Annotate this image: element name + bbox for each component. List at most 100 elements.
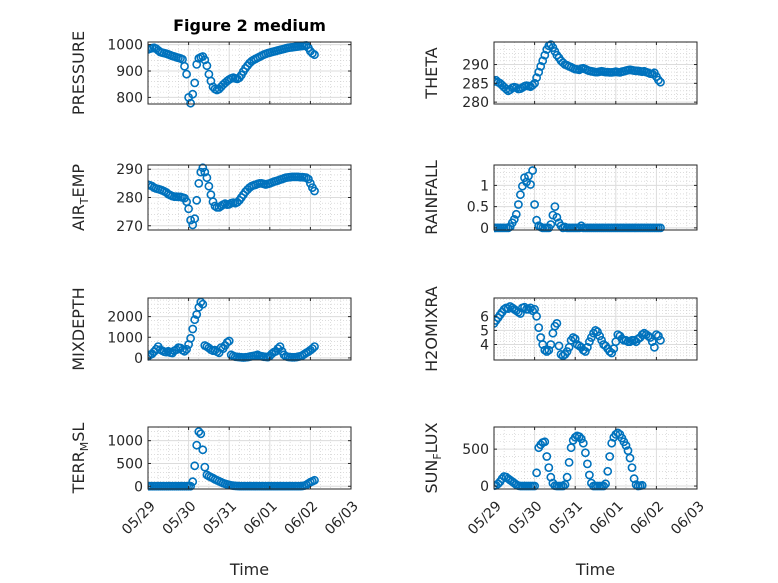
data-point <box>650 342 659 352</box>
y-axis-label: MIXDEPTH <box>69 287 88 370</box>
data-point <box>516 190 525 200</box>
data-point <box>534 67 544 77</box>
data-point <box>182 69 191 79</box>
data-point <box>186 481 195 491</box>
data-point <box>514 200 523 209</box>
data-point <box>603 466 613 476</box>
y-axis-label: RAINFALL <box>422 160 441 235</box>
data-point <box>190 461 200 471</box>
data-point <box>528 166 537 175</box>
data-point <box>641 0 648 4</box>
y-tick-label: 285 <box>462 76 489 92</box>
y-axis-label-part: AIR <box>69 204 88 231</box>
y-tick-label: 800 <box>116 90 143 106</box>
y-tick-label: 0.5 <box>467 200 489 216</box>
subplot-h2omixra: 456 H2OMIXRA <box>422 286 698 372</box>
data-point <box>574 432 584 441</box>
data-point <box>180 61 189 71</box>
data-point <box>611 429 621 439</box>
y-tick-label: 6 <box>480 309 489 325</box>
data-point <box>530 200 539 209</box>
data-series <box>494 302 665 361</box>
subplot-pressure: 800 900 1000 PRESSURE Figure 2 medium <box>69 16 352 115</box>
data-point <box>576 434 586 444</box>
y-axis-label-part: MIXDEPTH <box>69 287 88 370</box>
subplot-theta: 280 285 290 THETA <box>422 40 698 111</box>
y-tick-label: 4 <box>480 338 489 354</box>
y-tick-label: 1000 <box>107 38 143 54</box>
data-point <box>180 346 189 356</box>
data-point <box>200 167 210 177</box>
data-point <box>546 340 556 349</box>
data-point <box>552 212 562 222</box>
y-axis-label-part: TERR <box>69 451 88 494</box>
x-tick-label: 05/31 <box>200 498 240 538</box>
data-point <box>544 463 554 472</box>
data-point <box>554 341 564 351</box>
x-tick-label: 06/01 <box>241 498 281 538</box>
data-point <box>148 481 153 491</box>
data-point <box>653 0 660 4</box>
data-point <box>601 479 610 489</box>
data-point <box>607 348 617 358</box>
data-point <box>198 445 208 455</box>
data-point <box>581 347 590 356</box>
data-point <box>305 178 315 188</box>
data-point <box>202 173 212 183</box>
data-point <box>516 309 525 318</box>
x-tick-label: 06/02 <box>627 498 667 538</box>
data-point <box>562 472 572 482</box>
data-point <box>190 315 200 325</box>
data-point <box>188 477 198 487</box>
data-point <box>621 441 631 450</box>
data-point <box>655 0 662 4</box>
data-point <box>224 336 234 346</box>
axes-box <box>493 41 698 105</box>
y-axis-label-part: H2OMIXRA <box>422 286 441 372</box>
data-point <box>570 334 580 344</box>
data-point <box>200 462 210 472</box>
y-tick-label: 500 <box>462 442 489 458</box>
y-tick-label: 5 <box>480 323 489 339</box>
data-point <box>532 215 541 225</box>
data-point <box>188 89 198 99</box>
subplot-mixdepth: 0 1000 2000 MIXDEPTH <box>69 287 352 371</box>
y-tick-label: 900 <box>116 64 143 80</box>
data-series <box>148 297 319 362</box>
data-point <box>656 335 665 345</box>
y-tick-label: 1 <box>480 178 489 194</box>
data-point <box>540 437 550 447</box>
data-point <box>651 0 658 4</box>
data-point <box>511 209 521 219</box>
data-point <box>583 459 592 469</box>
data-point <box>520 173 529 183</box>
y-tick-label: 1000 <box>107 330 143 346</box>
data-point <box>599 481 608 491</box>
y-tick-label: 0 <box>134 479 143 495</box>
data-point <box>585 470 594 480</box>
data-point <box>654 331 663 341</box>
data-series <box>148 427 319 491</box>
data-point <box>657 0 664 4</box>
data-point <box>583 342 592 352</box>
x-tick-label: 05/30 <box>506 498 546 538</box>
y-axis-label: PRESSURE <box>69 31 88 115</box>
data-point <box>494 481 499 491</box>
y-axis-label-part: RAINFALL <box>422 160 441 235</box>
axes-box <box>147 41 352 105</box>
data-point <box>303 174 313 184</box>
x-axis-label: Time <box>229 560 269 579</box>
data-point <box>627 463 637 472</box>
data-series <box>148 41 319 108</box>
data-point <box>192 195 202 205</box>
data-point <box>536 62 546 71</box>
x-tick-label: 06/03 <box>668 498 708 538</box>
data-point <box>625 453 635 463</box>
y-axis-label-part: THETA <box>422 47 441 99</box>
data-point <box>524 171 533 181</box>
data-point <box>208 197 218 207</box>
data-point <box>643 0 650 4</box>
x-tick-label: 05/29 <box>465 498 505 538</box>
y-axis-label: SUNFLUX <box>422 422 444 493</box>
